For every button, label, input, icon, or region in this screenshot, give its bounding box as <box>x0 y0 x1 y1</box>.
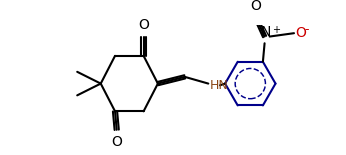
Text: N: N <box>261 25 272 39</box>
Text: -: - <box>304 23 309 36</box>
Text: O: O <box>138 18 149 32</box>
Text: HN: HN <box>210 79 229 92</box>
Text: O: O <box>111 135 122 149</box>
Text: O: O <box>296 26 307 40</box>
Text: +: + <box>272 25 280 35</box>
Text: O: O <box>251 0 262 13</box>
